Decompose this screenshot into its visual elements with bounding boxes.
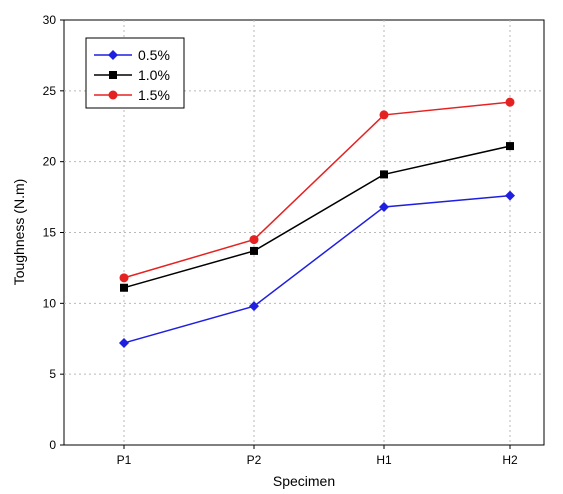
- legend-box: [85, 37, 185, 109]
- y-tick-label: 25: [43, 84, 57, 98]
- series-line: [123, 145, 511, 289]
- y-tick-label: 10: [43, 296, 57, 310]
- series-1.0%: [120, 142, 514, 292]
- x-tick-label: H2: [502, 453, 518, 467]
- series-line: [123, 101, 511, 279]
- legend-label: 1.5%: [138, 87, 170, 103]
- legend-marker: [108, 50, 118, 60]
- series-group: [119, 97, 515, 348]
- legend-marker: [108, 90, 118, 100]
- y-tick-label: 5: [49, 367, 56, 381]
- x-tick-label: P1: [117, 453, 132, 467]
- y-axis-ticks: 0 5 10 15 20 25 30: [43, 13, 64, 452]
- x-tick-label: P2: [247, 453, 262, 467]
- data-point: [120, 283, 128, 292]
- x-axis-ticks: P1 P2 H1 H2: [117, 445, 518, 467]
- data-point: [119, 338, 129, 348]
- data-point: [249, 301, 259, 312]
- legend-label: 1.0%: [138, 67, 170, 83]
- legend-label: 0.5%: [138, 47, 170, 63]
- legend-marker: [109, 71, 117, 79]
- y-tick-label: 15: [43, 226, 57, 240]
- data-point: [506, 142, 514, 151]
- data-point: [250, 246, 258, 255]
- x-axis-title: Specimen: [273, 473, 335, 489]
- data-point: [379, 110, 389, 120]
- y-tick-label: 0: [49, 438, 56, 452]
- data-point: [249, 235, 259, 245]
- series-0.5%: [119, 190, 515, 348]
- y-axis-title: Toughness (N.m): [11, 179, 27, 286]
- legend: 0.5% 1.0% 1.5%: [85, 37, 185, 109]
- data-point: [119, 273, 129, 283]
- data-point: [380, 170, 388, 179]
- data-point: [379, 202, 389, 212]
- series-line: [123, 194, 511, 344]
- y-tick-label: 20: [43, 155, 57, 169]
- data-point: [505, 97, 515, 107]
- y-tick-label: 30: [43, 13, 57, 27]
- data-point: [505, 190, 515, 201]
- series-1.5%: [119, 97, 515, 283]
- x-tick-label: H1: [376, 453, 392, 467]
